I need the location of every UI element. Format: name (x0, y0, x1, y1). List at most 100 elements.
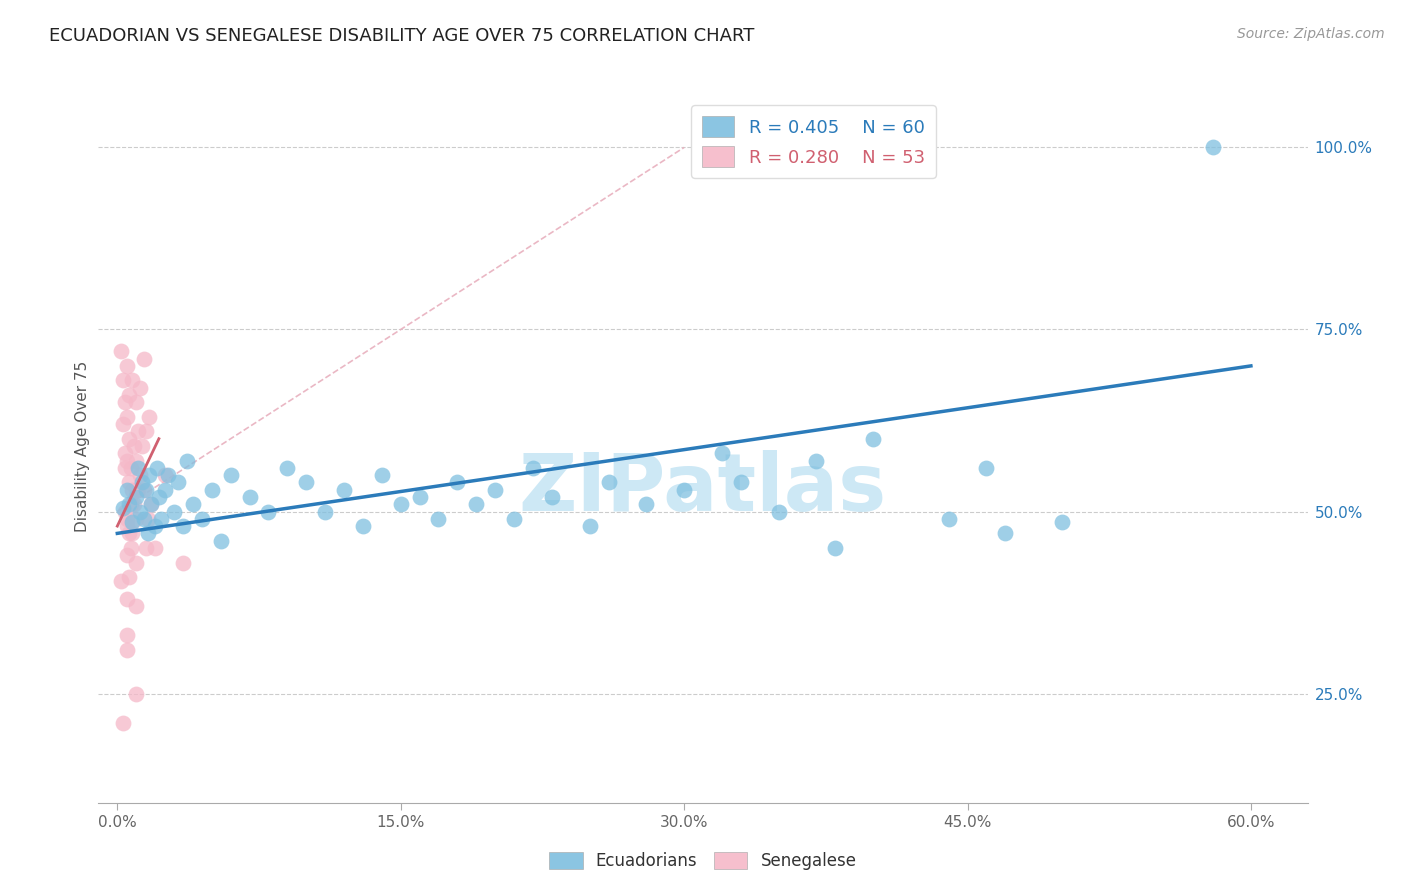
Point (465, 497, 488, 511)
Point (824, 541, 846, 555)
Point (446, 475, 468, 490)
Point (115, 628, 138, 642)
Point (730, 475, 752, 490)
Point (295, 475, 318, 490)
Point (120, 460, 142, 475)
Point (127, 460, 149, 475)
Point (129, 381, 152, 395)
Point (110, 344, 132, 359)
Point (118, 497, 141, 511)
Point (111, 715, 134, 730)
Point (135, 425, 157, 439)
Point (176, 453, 198, 467)
Point (121, 374, 143, 388)
Point (333, 483, 356, 497)
Point (143, 541, 166, 555)
Point (115, 519, 138, 533)
Point (115, 643, 138, 657)
Point (135, 483, 157, 497)
Point (132, 351, 155, 366)
Point (172, 556, 194, 570)
Point (503, 512, 526, 526)
Point (125, 483, 148, 497)
Point (124, 497, 146, 511)
Point (146, 460, 169, 475)
Point (768, 504, 790, 518)
Point (115, 453, 138, 467)
Point (135, 541, 157, 555)
Point (111, 417, 134, 432)
Point (636, 497, 658, 511)
Point (976, 460, 998, 475)
Point (114, 395, 136, 409)
Point (153, 468, 176, 483)
Point (389, 497, 412, 511)
Point (153, 483, 176, 497)
Point (124, 439, 146, 453)
Point (115, 359, 138, 373)
Point (540, 490, 562, 504)
Point (149, 512, 172, 526)
Point (371, 468, 394, 483)
Point (352, 519, 374, 533)
Point (118, 432, 141, 446)
Point (1050, 516, 1073, 530)
Point (484, 483, 506, 497)
Point (125, 556, 148, 570)
Point (125, 512, 148, 526)
Point (314, 504, 336, 518)
Point (118, 475, 141, 490)
Point (125, 453, 148, 467)
Point (522, 460, 544, 475)
Point (120, 497, 142, 511)
Text: Source: ZipAtlas.com: Source: ZipAtlas.com (1237, 27, 1385, 41)
Point (257, 504, 280, 518)
Text: ZIPatlas: ZIPatlas (519, 450, 887, 528)
Point (120, 541, 142, 555)
Point (114, 504, 136, 518)
Point (121, 516, 143, 530)
Point (125, 490, 148, 504)
Point (132, 483, 155, 497)
Point (131, 475, 153, 490)
Point (114, 446, 136, 460)
Point (136, 526, 159, 541)
Point (127, 483, 149, 497)
Point (115, 409, 138, 424)
Y-axis label: Disability Age Over 75: Disability Age Over 75 (75, 360, 90, 532)
Point (201, 483, 224, 497)
Point (121, 483, 143, 497)
Point (110, 574, 132, 588)
Point (598, 475, 620, 490)
Point (125, 395, 148, 409)
Point (166, 475, 188, 490)
Text: ECUADORIAN VS SENEGALESE DISABILITY AGE OVER 75 CORRELATION CHART: ECUADORIAN VS SENEGALESE DISABILITY AGE … (49, 27, 755, 45)
Point (125, 687, 148, 701)
Point (121, 526, 143, 541)
Point (129, 504, 152, 518)
Point (673, 483, 696, 497)
Point (578, 519, 600, 533)
Point (115, 548, 138, 562)
Point (136, 512, 159, 526)
Point (172, 519, 194, 533)
Point (115, 483, 138, 497)
Legend: Ecuadorians, Senegalese: Ecuadorians, Senegalese (543, 845, 863, 877)
Point (111, 500, 134, 515)
Point (138, 468, 160, 483)
Point (427, 512, 450, 526)
Point (115, 512, 138, 526)
Point (115, 591, 138, 606)
Point (129, 468, 152, 483)
Point (276, 460, 298, 475)
Point (191, 512, 214, 526)
Point (1202, 140, 1225, 154)
Point (239, 490, 262, 504)
Point (219, 468, 242, 483)
Point (143, 519, 166, 533)
Point (148, 490, 170, 504)
Point (138, 409, 160, 424)
Point (118, 526, 141, 541)
Point (163, 504, 186, 518)
Point (938, 512, 960, 526)
